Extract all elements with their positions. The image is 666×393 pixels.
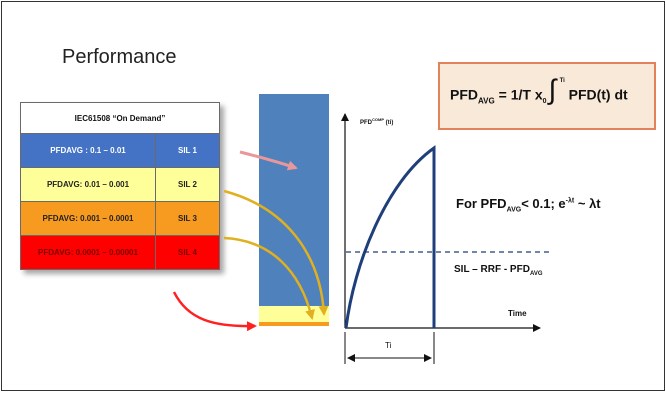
sil-level-3: SIL 3 [155, 201, 220, 236]
sil-table: IEC61508 “On Demand” PFDAVG : 0.1 – 0.01… [20, 102, 220, 270]
slide-title: Performance [62, 46, 177, 68]
graph-x-label: Time [508, 309, 527, 318]
arrow-sil1 [239, 150, 298, 171]
pfd-range-sil2: PFDAVG: 0.01 – 0.001 [20, 167, 156, 202]
sil-level-4: SIL 4 [155, 235, 220, 270]
pfd-range-sil4: PFDAVG: 0.0001 – 0.00001 [20, 235, 156, 270]
sil-rrf-pfd-label: SIL – RRF - PFDAVG [454, 264, 543, 277]
bar-sil3-region [259, 322, 329, 326]
arrow-sil2 [223, 189, 329, 316]
arrow-sil4 [172, 291, 257, 332]
bar-sil2-region [259, 306, 329, 322]
approximation-condition: For PFDAVG< 0.1; e-λt ~ λt [456, 196, 601, 214]
bar-sil1-region [259, 94, 329, 306]
integral-sign: 0 ∫ Ti [542, 74, 565, 105]
pfd-avg-equation-box: PFDAVG = 1/T x 0 ∫ Ti PFD(t) dt [438, 62, 656, 130]
table-row: PFDAVG: 0.01 – 0.001 SIL 2 [20, 167, 220, 202]
graph-y-label: PFDCOMP (ti) [360, 117, 393, 126]
sil-level-1: SIL 1 [155, 133, 220, 168]
pfd-range-sil1: PFDAVG : 0.1 – 0.01 [20, 133, 156, 168]
pfd-curve [344, 145, 436, 329]
pfd-avg-equation: PFDAVG = 1/T x 0 ∫ Ti PFD(t) dt [450, 74, 628, 106]
table-row: PFDAVG: 0.0001 – 0.00001 SIL 4 [20, 235, 220, 270]
table-row: PFDAVG : 0.1 – 0.01 SIL 1 [20, 133, 220, 168]
ti-interval-label: Ti [385, 341, 392, 350]
arrow-sil3 [223, 236, 315, 320]
